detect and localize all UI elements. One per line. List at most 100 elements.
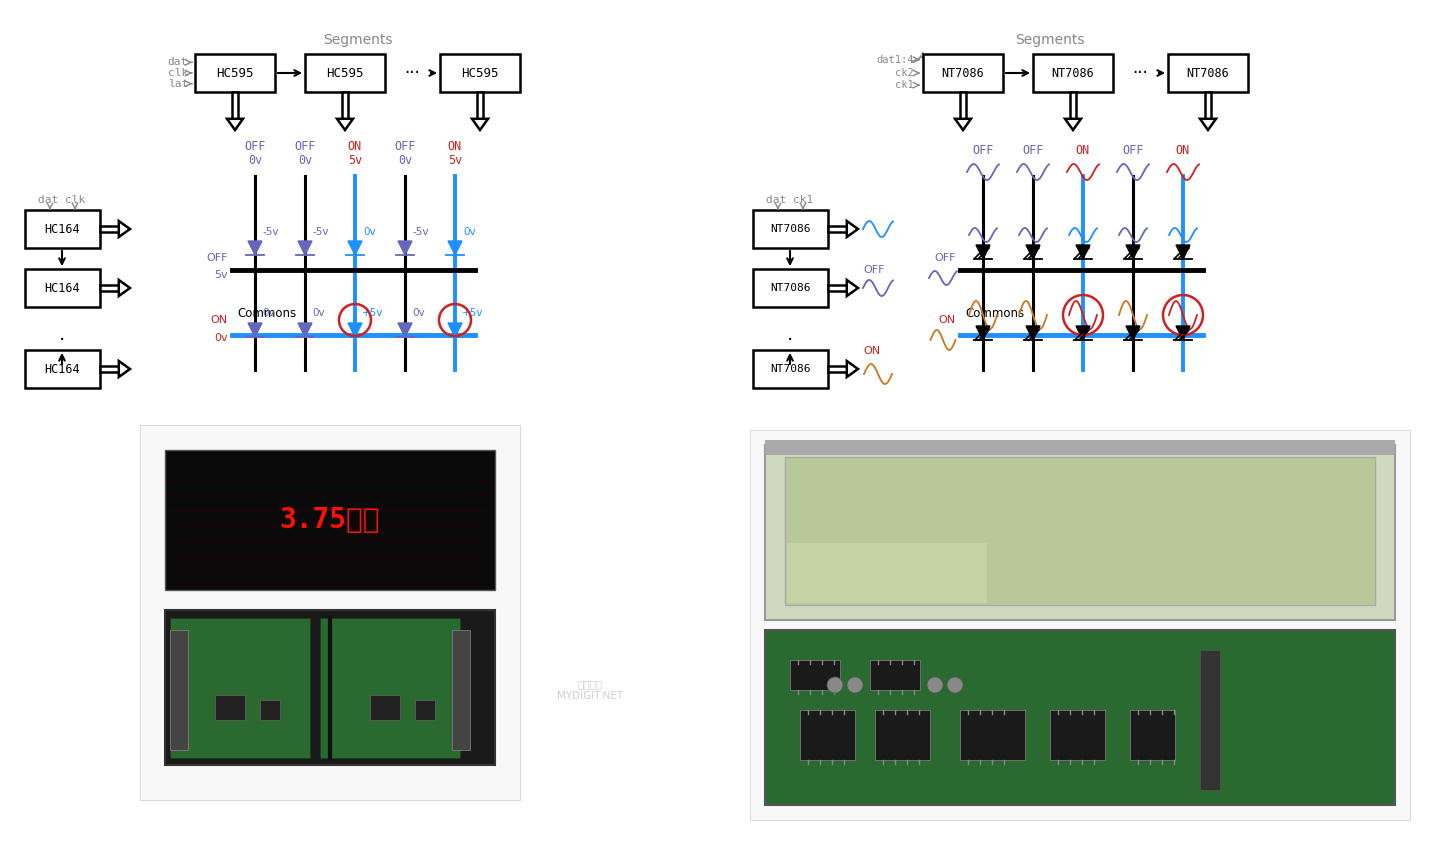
FancyBboxPatch shape: [753, 269, 828, 307]
Polygon shape: [248, 323, 262, 337]
Polygon shape: [1204, 92, 1211, 119]
Polygon shape: [976, 326, 990, 340]
Circle shape: [827, 677, 843, 693]
Text: 0v: 0v: [412, 308, 425, 318]
Text: ON: ON: [1176, 144, 1190, 156]
Text: Segments: Segments: [323, 33, 393, 47]
Text: ON: ON: [863, 346, 879, 356]
Circle shape: [927, 677, 943, 693]
Polygon shape: [976, 245, 990, 259]
Polygon shape: [828, 226, 847, 232]
Polygon shape: [847, 221, 858, 237]
Text: 5v: 5v: [214, 270, 229, 280]
Polygon shape: [1200, 119, 1216, 130]
Polygon shape: [955, 119, 971, 130]
Text: OFF: OFF: [973, 144, 993, 156]
Polygon shape: [1125, 245, 1140, 259]
Polygon shape: [1026, 326, 1040, 340]
Polygon shape: [1076, 326, 1091, 340]
Text: 4: 4: [919, 52, 925, 62]
Text: 3.75单红: 3.75单红: [280, 506, 380, 534]
Text: Commons: Commons: [237, 307, 296, 320]
FancyBboxPatch shape: [1130, 710, 1175, 760]
Polygon shape: [336, 119, 352, 130]
Polygon shape: [847, 361, 858, 377]
FancyBboxPatch shape: [170, 618, 310, 758]
Text: clk: clk: [167, 68, 188, 78]
Polygon shape: [476, 92, 483, 119]
Text: ···: ···: [405, 64, 419, 82]
Polygon shape: [828, 285, 847, 292]
FancyBboxPatch shape: [415, 700, 435, 720]
Polygon shape: [119, 361, 130, 377]
FancyBboxPatch shape: [25, 350, 100, 388]
Text: ·: ·: [58, 331, 66, 349]
Polygon shape: [100, 285, 119, 292]
Polygon shape: [342, 92, 348, 119]
FancyBboxPatch shape: [791, 660, 840, 690]
Circle shape: [847, 677, 863, 693]
Text: NT7086: NT7086: [1187, 66, 1229, 80]
FancyBboxPatch shape: [215, 695, 245, 720]
Text: -5v: -5v: [313, 227, 329, 237]
Polygon shape: [1064, 119, 1080, 130]
FancyBboxPatch shape: [1050, 710, 1105, 760]
Polygon shape: [100, 226, 119, 232]
Text: HC164: HC164: [45, 281, 80, 294]
FancyBboxPatch shape: [753, 350, 828, 388]
Text: OFF: OFF: [395, 139, 415, 152]
FancyBboxPatch shape: [370, 695, 400, 720]
Polygon shape: [1026, 245, 1040, 259]
Text: ON: ON: [939, 315, 957, 325]
Text: dat ck1: dat ck1: [766, 195, 814, 205]
Text: NT7086: NT7086: [770, 364, 811, 374]
Text: dat1:4: dat1:4: [877, 54, 914, 65]
Text: 0v: 0v: [262, 308, 275, 318]
Text: OFF: OFF: [1123, 144, 1143, 156]
Text: 5v: 5v: [448, 154, 462, 167]
Text: OFF: OFF: [245, 139, 265, 152]
Polygon shape: [828, 366, 847, 372]
FancyBboxPatch shape: [195, 54, 275, 92]
FancyBboxPatch shape: [320, 618, 460, 758]
Text: OFF: OFF: [294, 139, 316, 152]
FancyBboxPatch shape: [871, 660, 920, 690]
FancyBboxPatch shape: [165, 610, 495, 765]
Polygon shape: [1076, 245, 1091, 259]
Polygon shape: [227, 119, 243, 130]
Text: NT7086: NT7086: [770, 224, 811, 234]
FancyBboxPatch shape: [753, 210, 828, 248]
Text: ·: ·: [58, 354, 66, 373]
Text: HC595: HC595: [326, 66, 364, 80]
Polygon shape: [397, 241, 412, 255]
Text: ·: ·: [786, 354, 794, 373]
Text: 数码之家
MYDIGIT.NET: 数码之家 MYDIGIT.NET: [558, 679, 623, 700]
Text: ON: ON: [348, 139, 363, 152]
Polygon shape: [472, 119, 488, 130]
FancyBboxPatch shape: [788, 543, 987, 603]
FancyBboxPatch shape: [960, 710, 1025, 760]
Text: 0v: 0v: [298, 154, 312, 167]
Text: ck1: ck1: [895, 80, 914, 90]
Polygon shape: [348, 241, 363, 255]
FancyBboxPatch shape: [1168, 54, 1248, 92]
Text: ·: ·: [58, 343, 66, 361]
Text: Commons: Commons: [965, 307, 1024, 320]
Text: ···: ···: [1133, 64, 1147, 82]
Polygon shape: [448, 241, 462, 255]
Text: OFF: OFF: [207, 253, 229, 263]
FancyBboxPatch shape: [875, 710, 930, 760]
Polygon shape: [397, 323, 412, 337]
FancyBboxPatch shape: [304, 54, 384, 92]
Text: HC595: HC595: [462, 66, 499, 80]
FancyBboxPatch shape: [25, 210, 100, 248]
Polygon shape: [119, 221, 130, 237]
Polygon shape: [298, 241, 312, 255]
FancyBboxPatch shape: [785, 457, 1374, 605]
Polygon shape: [348, 323, 363, 337]
Text: 0v: 0v: [397, 154, 412, 167]
Text: HC164: HC164: [45, 223, 80, 235]
Polygon shape: [232, 92, 239, 119]
Polygon shape: [1176, 245, 1190, 259]
Text: -5v: -5v: [264, 227, 280, 237]
